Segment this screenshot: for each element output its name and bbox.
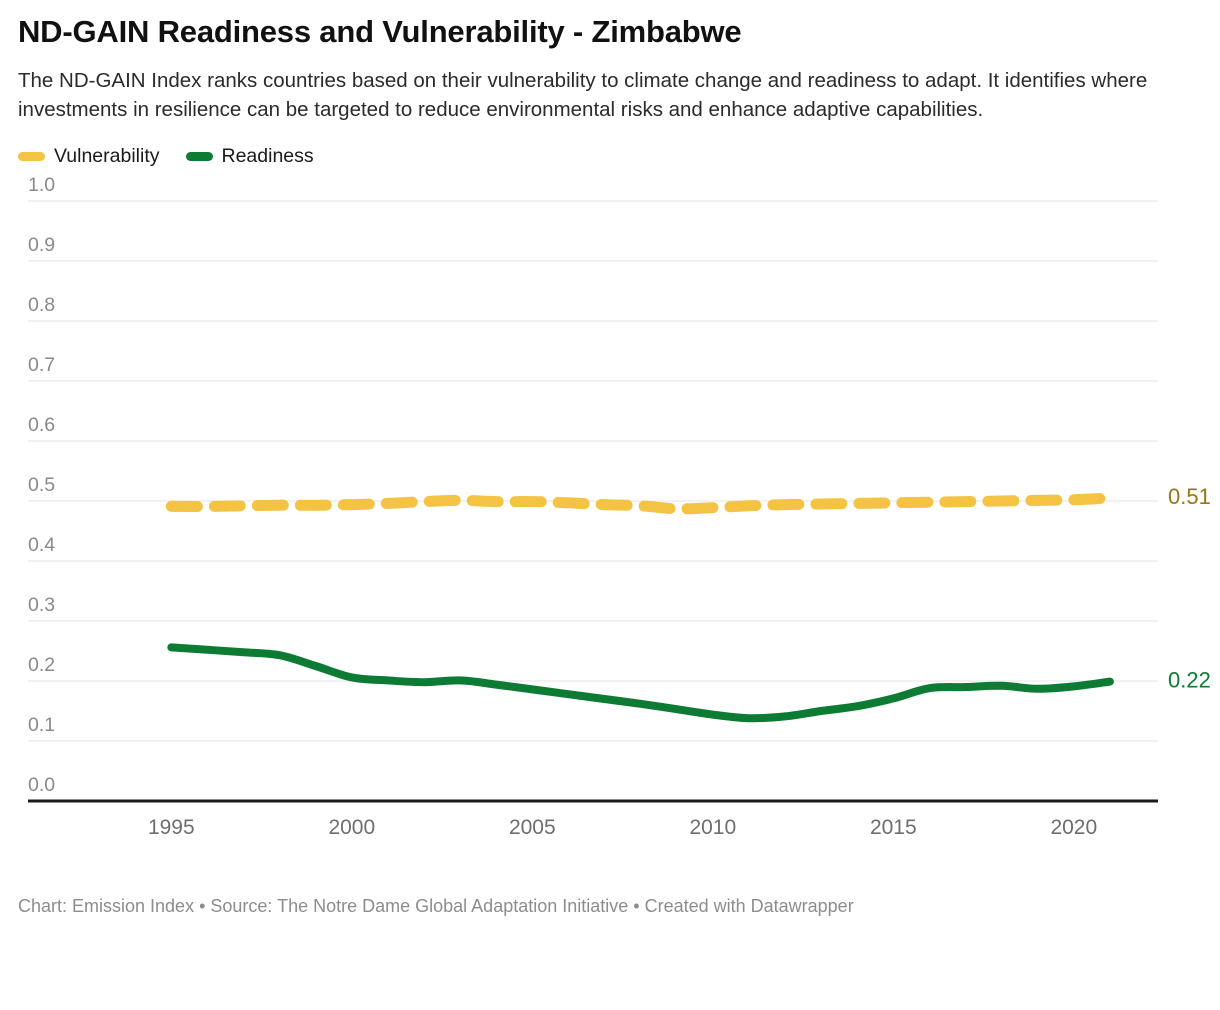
legend-item-vulnerability[interactable]: Vulnerability <box>18 147 160 167</box>
endpoint-label-vulnerability: 0.51 <box>1168 484 1211 509</box>
legend-label-vulnerability: Vulnerability <box>54 145 160 168</box>
series-group <box>165 492 1116 723</box>
legend-swatch-icon-readiness <box>185 152 213 162</box>
x-axis-tick-label: 2020 <box>1050 816 1097 839</box>
endpoint-labels-group: 0.51 0.22 <box>1168 484 1211 693</box>
y-axis-tick-label: 0.8 <box>28 294 55 316</box>
legend-swatch-icon-vulnerability <box>18 152 45 162</box>
chart-legend: Vulnerability Readiness <box>18 145 1202 169</box>
x-axis-tick-label: 2000 <box>328 816 375 839</box>
chart-footer: Chart: Emission Index • Source: The Notr… <box>18 895 854 916</box>
plot-area: 0.0 0.1 0.2 0.3 0.4 0.5 0.6 0.7 0.8 0.9 1.0 0.51 0.… <box>18 174 1211 873</box>
y-axis-labels-group: 0.0 0.1 0.2 0.3 0.4 0.5 0.6 0.7 0.8 0.9 1.0 <box>28 174 55 796</box>
legend-item-readiness[interactable]: Readiness <box>185 145 314 168</box>
legend-label-readiness: Readiness <box>221 145 314 168</box>
series-line-vulnerability <box>165 492 1116 515</box>
x-axis-labels-group: 1995 2000 2005 2010 2015 2020 <box>148 816 1097 839</box>
x-axis-tick-label: 2010 <box>689 816 736 839</box>
line-chart-svg: 0.00.10.20.30.40.50.60.70.80.91.0 0.510.… <box>28 174 1211 839</box>
endpoint-label-readiness: 0.22 <box>1168 667 1211 692</box>
y-axis-tick-label: 1.0 <box>28 174 55 196</box>
chart-description: The ND-GAIN Index ranks countries based … <box>18 68 1148 121</box>
x-axis-tick-label: 1995 <box>148 816 195 839</box>
y-axis-tick-label: 0.6 <box>28 414 55 436</box>
y-axis-tick-label: 0.4 <box>28 534 55 556</box>
y-axis-tick-label: 0.2 <box>28 654 55 676</box>
x-axis-tick-label: 2005 <box>509 816 556 839</box>
y-axis-tick-label: 0.9 <box>28 234 55 256</box>
gridlines-group <box>28 200 1158 742</box>
y-axis-tick-label: 0.3 <box>28 594 55 616</box>
x-axis-tick-label: 2015 <box>870 816 917 839</box>
y-axis-tick-label: 0.0 <box>28 774 55 796</box>
page-title: ND-GAIN Readiness and Vulnerability - Zi… <box>18 14 742 49</box>
y-axis-tick-label: 0.5 <box>28 474 55 496</box>
y-axis-tick-label: 0.7 <box>28 354 55 376</box>
y-axis-tick-label: 0.1 <box>28 714 55 736</box>
series-line-readiness <box>167 643 1114 723</box>
